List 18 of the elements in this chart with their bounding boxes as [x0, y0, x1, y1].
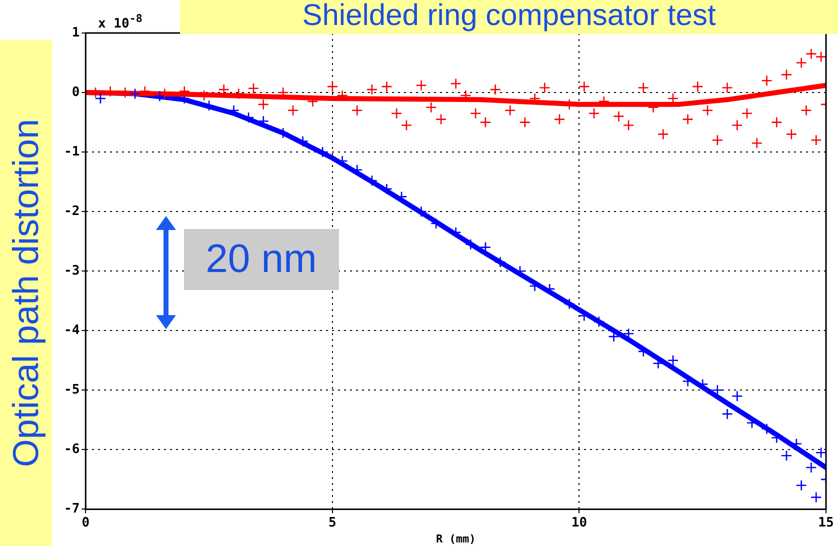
y-tick-label: -2	[64, 204, 80, 219]
chart-title: Shielded ring compensator test	[180, 0, 838, 34]
y-tick-label: -4	[64, 323, 80, 338]
y-tick-label: -6	[64, 442, 80, 458]
x-tick-label: 15	[818, 515, 834, 530]
x-tick-label: 5	[328, 515, 336, 530]
y-tick-label: -7	[64, 502, 80, 517]
x-tick-label: 0	[82, 515, 90, 530]
y-tick-label: -3	[64, 263, 80, 278]
text: x 10$^{-8}$	[98, 12, 142, 32]
x-tick-label: 10	[571, 515, 588, 530]
y-tick-label: -5	[64, 382, 80, 398]
annotation: 20 nm	[184, 229, 339, 290]
y-tick-label: 1	[72, 25, 80, 40]
y-tick-label: -1	[64, 144, 80, 160]
y-axis-title: Optical path distortion	[5, 118, 47, 468]
y-tick-label: 0	[72, 84, 80, 100]
x-axis-title: R (mm)	[436, 532, 476, 546]
